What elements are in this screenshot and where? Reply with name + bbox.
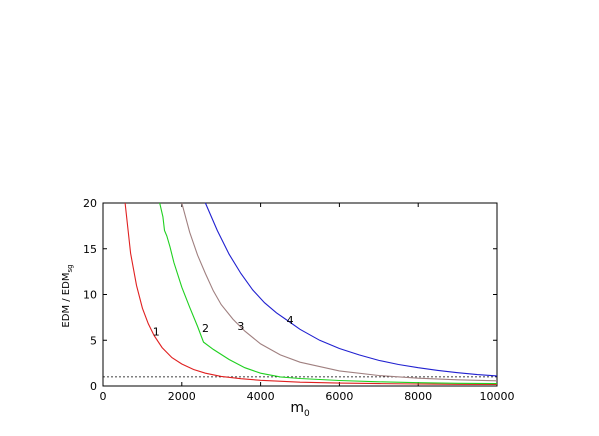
- series-label-3: 3: [237, 320, 244, 333]
- series-label-2: 2: [202, 322, 209, 335]
- series-group: 1 2 3 4: [124, 202, 498, 385]
- series-label-1: 1: [153, 326, 160, 339]
- series-line-1: [124, 202, 498, 385]
- series-line-3: [181, 202, 498, 382]
- y-tick-label: 0: [90, 380, 97, 393]
- y-tick-label: 20: [83, 197, 97, 210]
- y-tick-label: 15: [83, 243, 97, 256]
- x-tick-label: 6000: [325, 390, 353, 403]
- x-tick-label: 0: [100, 390, 107, 403]
- y-tick-label: 5: [90, 334, 97, 347]
- y-axis-label: EDM / EDMsg: [61, 264, 74, 327]
- x-tick-label: 10000: [480, 390, 515, 403]
- y-tick-label: 10: [83, 289, 97, 302]
- x-tick-label: 8000: [404, 390, 432, 403]
- x-tick-label: 4000: [247, 390, 275, 403]
- axis-ticks: 0 2000 4000 6000 8000 10000 0 5 10 15 20: [83, 197, 515, 403]
- series-label-4: 4: [287, 314, 294, 327]
- series-line-2: [159, 202, 498, 385]
- plot-frame: [102, 202, 498, 387]
- series-line-4: [204, 202, 498, 377]
- x-axis-label: m0: [290, 400, 310, 419]
- x-tick-label: 2000: [168, 390, 196, 403]
